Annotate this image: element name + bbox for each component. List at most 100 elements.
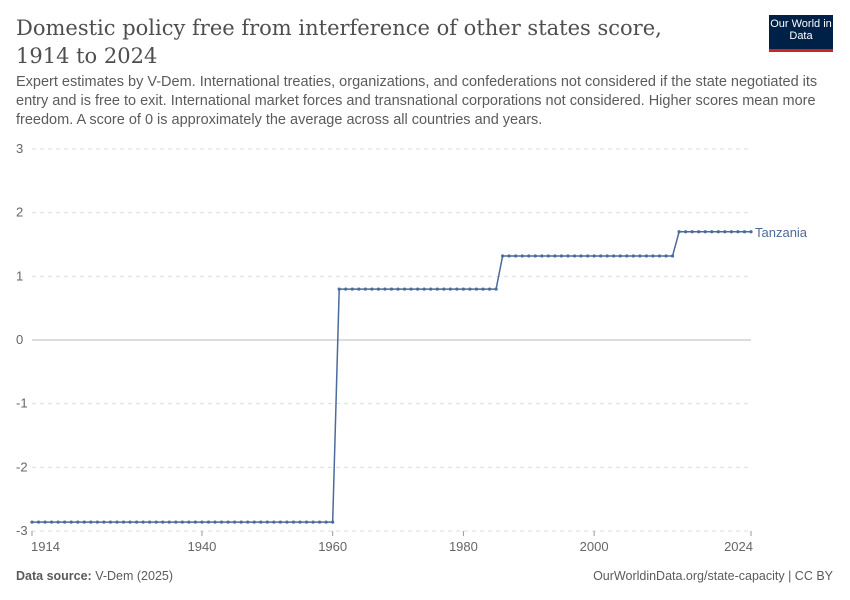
data-point [703, 230, 707, 234]
x-tick-label: 1980 [449, 539, 478, 554]
owid-logo[interactable]: Our World in Data [769, 15, 833, 52]
data-point [43, 520, 47, 524]
data-point [56, 520, 60, 524]
data-point [134, 520, 139, 524]
data-point [389, 287, 394, 291]
data-point [259, 520, 263, 524]
data-point [644, 254, 649, 258]
data-point [76, 520, 80, 524]
data-point [226, 520, 230, 524]
data-point [559, 254, 564, 258]
chart-title: Domestic policy free from interference o… [16, 16, 662, 68]
data-point [141, 520, 145, 524]
data-point [344, 287, 348, 291]
data-point [291, 520, 296, 524]
data-point [219, 520, 224, 524]
data-point [507, 254, 511, 258]
data-point [710, 230, 714, 234]
data-point [442, 287, 446, 291]
data-point [89, 520, 93, 524]
x-tick-label: 1940 [187, 539, 216, 554]
data-point [265, 520, 269, 524]
data-point [357, 287, 361, 291]
data-point [455, 287, 459, 291]
data-point [363, 287, 367, 291]
data-point [664, 254, 668, 258]
x-tick-label: 1914 [31, 539, 60, 554]
data-point [246, 520, 250, 524]
data-point [553, 254, 557, 258]
data-point [690, 230, 694, 234]
data-point [161, 520, 165, 524]
data-point [487, 287, 492, 291]
data-point [376, 287, 381, 291]
data-point [723, 230, 727, 234]
data-point [657, 254, 662, 258]
data-point [468, 287, 472, 291]
data-point [36, 520, 41, 524]
data-point [585, 254, 590, 258]
data-point [481, 287, 485, 291]
data-point [213, 520, 217, 524]
data-point [540, 254, 544, 258]
data-point [278, 520, 282, 524]
x-tick-label: 2000 [580, 539, 609, 554]
data-point [50, 520, 54, 524]
data-point [716, 230, 720, 234]
data-point [697, 230, 701, 234]
y-tick-label: 2 [16, 205, 23, 220]
chart-subtitle: Expert estimates by V-Dem. International… [16, 74, 818, 128]
data-point [448, 287, 452, 291]
data-point [533, 254, 537, 258]
y-tick-label: 0 [16, 332, 23, 347]
data-point [612, 254, 616, 258]
data-point [180, 520, 184, 524]
y-tick-label: 3 [16, 141, 23, 156]
data-point [311, 520, 315, 524]
data-point [520, 254, 524, 258]
data-point [148, 520, 152, 524]
data-point [193, 520, 198, 524]
data-point [174, 520, 178, 524]
y-tick-label: -1 [16, 396, 28, 411]
data-point [546, 254, 550, 258]
data-point [566, 254, 570, 258]
series-line [32, 231, 751, 523]
data-point [30, 520, 34, 524]
data-point [677, 230, 681, 234]
data-point [304, 520, 309, 524]
data-point [95, 520, 99, 524]
data-point [605, 254, 609, 258]
data-point [331, 520, 335, 524]
data-point [461, 287, 465, 291]
data-point [409, 287, 413, 291]
data-point [592, 254, 596, 258]
data-point [350, 287, 354, 291]
data-point [121, 520, 126, 524]
data-point [187, 520, 191, 524]
data-point [383, 287, 387, 291]
data-point [422, 287, 426, 291]
data-point [599, 254, 603, 258]
data-point [200, 520, 204, 524]
source-link[interactable]: V-Dem (2025) [95, 569, 174, 583]
data-point [63, 520, 67, 524]
data-point [742, 230, 747, 234]
data-point [684, 230, 688, 234]
data-point [102, 520, 106, 524]
footer-url[interactable]: OurWorldinData.org/state-capacity | CC B… [593, 569, 833, 583]
data-point [651, 254, 655, 258]
data-point [239, 520, 243, 524]
data-point [206, 520, 211, 524]
data-point [167, 520, 171, 524]
data-point [618, 254, 622, 258]
data-point [625, 254, 629, 258]
data-point [749, 230, 753, 234]
data-point [108, 520, 113, 524]
data-point [527, 254, 531, 258]
data-point [233, 520, 237, 524]
data-point [370, 287, 374, 291]
data-point [318, 520, 322, 524]
data-point [82, 520, 86, 524]
